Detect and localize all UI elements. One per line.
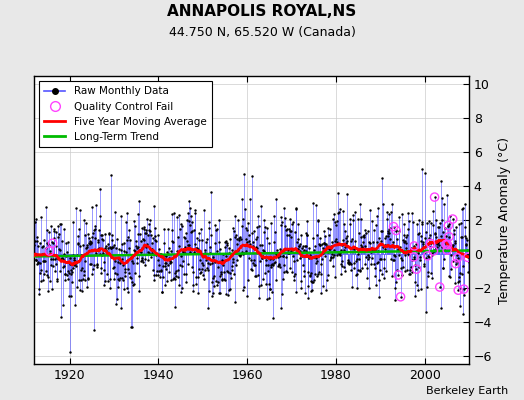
Point [389,224,398,230]
Point [48,240,57,246]
Point [412,266,421,272]
Point [396,294,405,300]
Point [430,194,439,200]
Point [453,255,462,261]
Point [445,234,453,240]
Text: ANNAPOLIS ROYAL,NS: ANNAPOLIS ROYAL,NS [167,4,357,19]
Point [452,260,460,267]
Text: Berkeley Earth: Berkeley Earth [426,386,508,396]
Point [449,216,457,222]
Point [454,287,463,294]
Point [464,254,472,261]
Point [423,253,432,259]
Point [443,242,452,248]
Point [46,248,54,254]
Point [460,286,468,292]
Point [427,240,435,247]
Point [429,248,438,254]
Point [444,222,452,229]
Y-axis label: Temperature Anomaly (°C): Temperature Anomaly (°C) [498,136,511,304]
Text: 44.750 N, 65.520 W (Canada): 44.750 N, 65.520 W (Canada) [169,26,355,39]
Point [442,241,450,248]
Legend: Raw Monthly Data, Quality Control Fail, Five Year Moving Average, Long-Term Tren: Raw Monthly Data, Quality Control Fail, … [39,81,212,147]
Point [392,227,400,234]
Point [443,247,451,253]
Point [435,284,444,290]
Point [394,272,402,278]
Point [410,254,418,260]
Point [410,243,419,249]
